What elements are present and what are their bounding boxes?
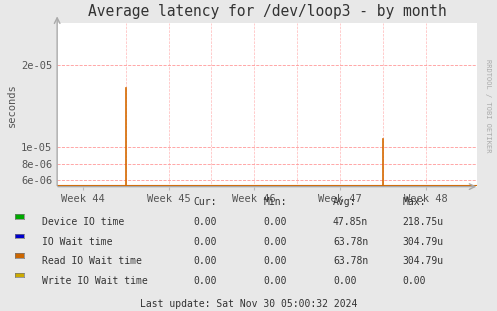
Text: 304.79u: 304.79u <box>403 256 444 266</box>
Text: Read IO Wait time: Read IO Wait time <box>42 256 142 266</box>
Text: 0.00: 0.00 <box>263 256 287 266</box>
Text: Min:: Min: <box>263 197 287 207</box>
Text: 63.78n: 63.78n <box>333 237 368 247</box>
Text: 304.79u: 304.79u <box>403 237 444 247</box>
Text: Device IO time: Device IO time <box>42 217 124 227</box>
Text: 0.00: 0.00 <box>194 256 217 266</box>
Text: 0.00: 0.00 <box>263 237 287 247</box>
Text: 0.00: 0.00 <box>194 276 217 286</box>
Text: Avg:: Avg: <box>333 197 356 207</box>
Text: 47.85n: 47.85n <box>333 217 368 227</box>
Text: 218.75u: 218.75u <box>403 217 444 227</box>
Text: IO Wait time: IO Wait time <box>42 237 113 247</box>
Text: 0.00: 0.00 <box>263 217 287 227</box>
Text: Last update: Sat Nov 30 05:00:32 2024: Last update: Sat Nov 30 05:00:32 2024 <box>140 299 357 309</box>
Text: 0.00: 0.00 <box>263 276 287 286</box>
Text: 0.00: 0.00 <box>333 276 356 286</box>
Text: 63.78n: 63.78n <box>333 256 368 266</box>
Title: Average latency for /dev/loop3 - by month: Average latency for /dev/loop3 - by mont… <box>88 4 446 19</box>
Text: 0.00: 0.00 <box>194 237 217 247</box>
Text: Cur:: Cur: <box>194 197 217 207</box>
Text: 0.00: 0.00 <box>194 217 217 227</box>
Text: RRDTOOL / TOBI OETIKER: RRDTOOL / TOBI OETIKER <box>485 59 491 152</box>
Text: Write IO Wait time: Write IO Wait time <box>42 276 148 286</box>
Text: 0.00: 0.00 <box>403 276 426 286</box>
Text: Max:: Max: <box>403 197 426 207</box>
Y-axis label: seconds: seconds <box>7 83 17 127</box>
